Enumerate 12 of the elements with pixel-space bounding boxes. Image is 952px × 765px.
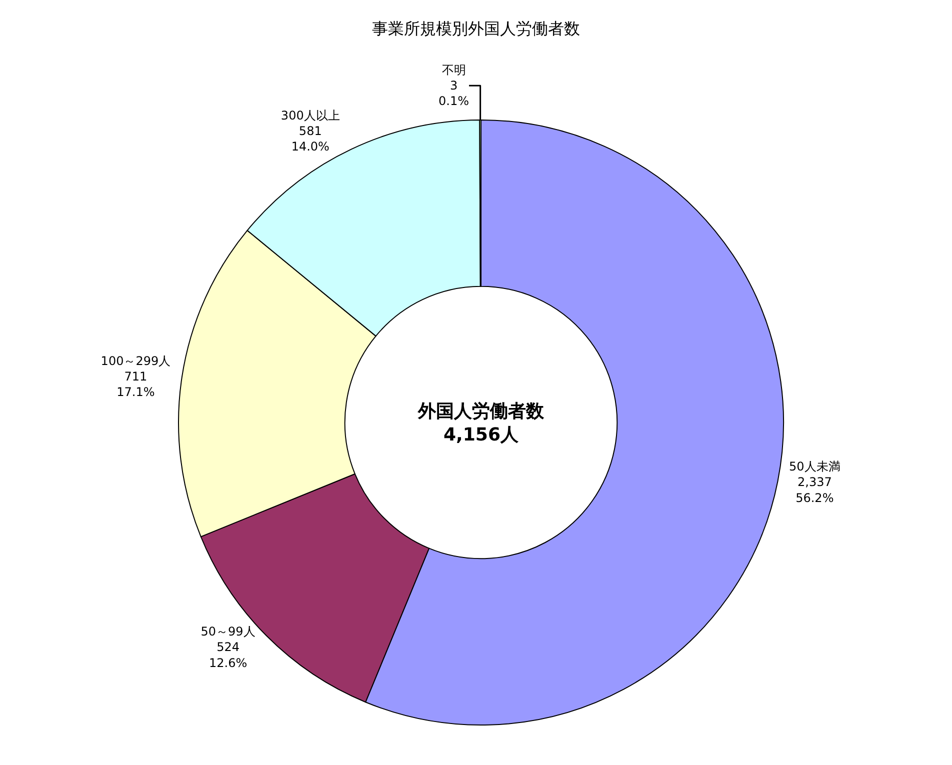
slice-label: 50～99人 bbox=[200, 624, 256, 639]
data-label: 711 17.1% bbox=[116, 370, 155, 400]
data-label: 2,337 56.2% bbox=[796, 475, 834, 505]
slice-label: 300人以上 bbox=[280, 108, 340, 122]
slice-label: 50人未満 bbox=[789, 460, 840, 474]
slice-label: 不明 bbox=[442, 63, 466, 78]
data-label: 581 14.0% bbox=[291, 124, 330, 154]
text: 外国人労働者数 4,156人 bbox=[417, 401, 545, 446]
data-label: 3 0.1% bbox=[438, 78, 470, 108]
data-label: 524 12.6% bbox=[208, 640, 248, 670]
slice-label: 100～299人 bbox=[100, 354, 171, 368]
chart-title: 事業所規模別外国人労働者数 bbox=[372, 19, 580, 38]
